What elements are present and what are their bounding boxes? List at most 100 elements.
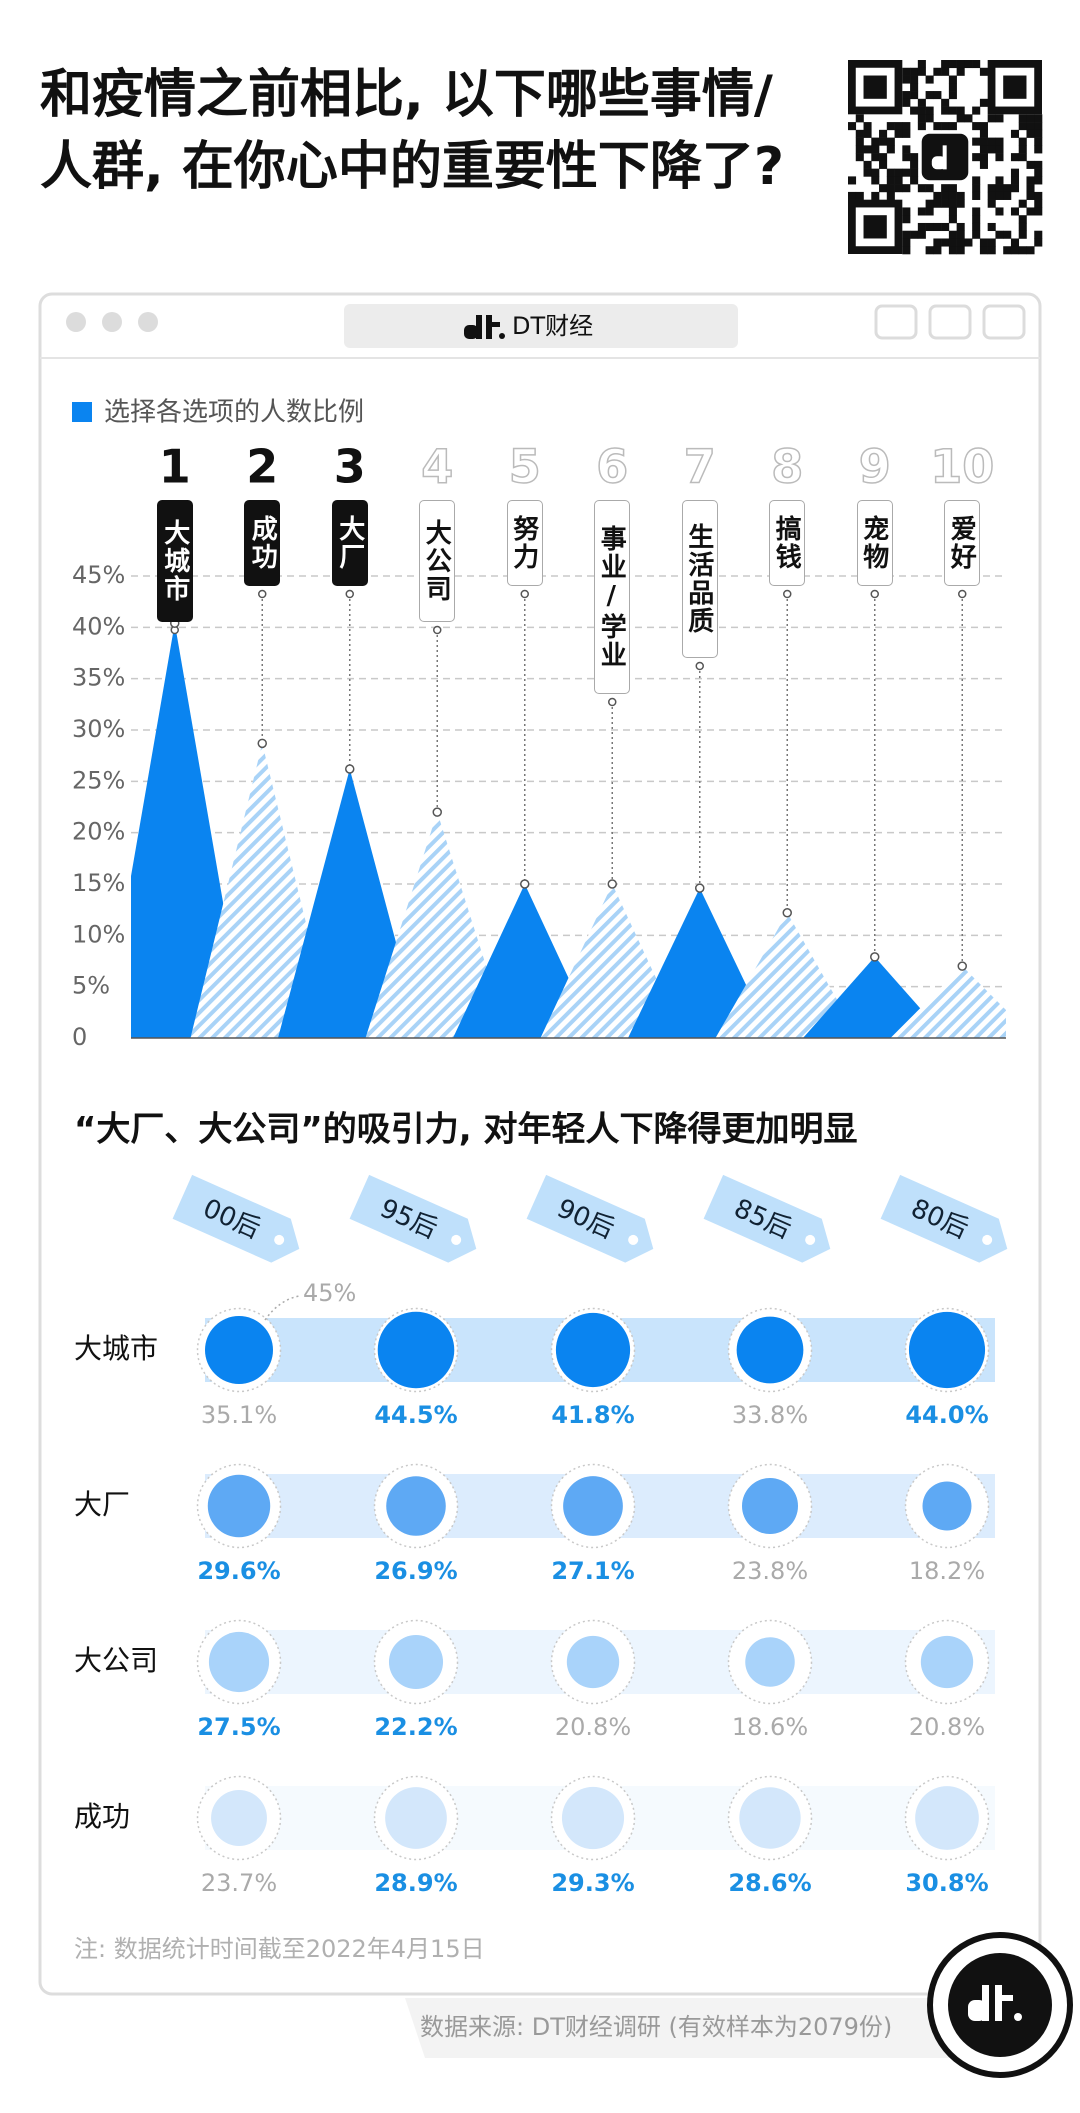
legend-label: 选择各选项的人数比例 <box>104 398 364 428</box>
qr-module <box>948 215 957 224</box>
qr-module <box>972 176 981 185</box>
window-button <box>66 312 86 332</box>
qr-module <box>917 67 926 76</box>
qr-module <box>1010 129 1020 138</box>
qr-module <box>879 160 888 169</box>
dot <box>204 1315 274 1385</box>
qr-module <box>1034 176 1043 185</box>
qr-module <box>987 246 996 255</box>
qr-finder <box>863 75 887 99</box>
qr-module <box>886 145 895 154</box>
rank-number: 6 <box>596 440 628 494</box>
qr-module <box>894 129 903 138</box>
qr-module <box>925 114 934 123</box>
note: 注: 数据统计时间截至2022年4月15日 <box>74 1935 485 1963</box>
qr-module <box>925 246 934 255</box>
qr-module <box>972 153 981 162</box>
series-label: 大城市 <box>74 1332 158 1365</box>
qr-center-logo-mark <box>942 145 947 170</box>
qr-module <box>1034 129 1043 138</box>
qr-module <box>863 168 872 177</box>
qr-module <box>1018 230 1027 239</box>
qr-module <box>894 168 903 177</box>
peak-dot <box>520 879 530 889</box>
qr-module <box>956 67 965 76</box>
rank-number: 4 <box>421 440 453 494</box>
qr-module <box>948 184 957 193</box>
qr-module <box>902 67 911 76</box>
qr-module <box>902 122 911 131</box>
qr-module <box>987 191 996 200</box>
qr-module <box>941 98 950 107</box>
y-tick-label: 40% <box>72 612 125 640</box>
qr-module <box>902 215 911 224</box>
value-label: 30.8% <box>905 1869 988 1897</box>
qr-module <box>987 238 996 247</box>
qr-module <box>1018 114 1027 123</box>
qr-module <box>902 230 911 239</box>
value-label: 35.1% <box>201 1401 277 1429</box>
qr-module <box>964 114 973 123</box>
qr-module <box>902 207 911 216</box>
qr-module <box>910 168 919 177</box>
dot <box>211 1790 267 1846</box>
qr-module <box>910 106 919 115</box>
qr-module <box>956 199 965 208</box>
chart-title: “大厂、大公司”的吸引力, 对年轻人下降得更加明显 <box>74 1110 857 1150</box>
qr-module <box>1026 184 1035 193</box>
dot <box>563 1476 623 1536</box>
qr-module <box>948 238 957 247</box>
qr-module <box>948 83 957 92</box>
qr-module <box>956 222 965 232</box>
dot <box>908 1311 986 1389</box>
window-title-pill <box>344 304 738 348</box>
qr-module <box>925 207 934 216</box>
peak-dot <box>782 907 792 918</box>
qr-module <box>933 238 942 247</box>
qr-module <box>948 191 957 200</box>
dot <box>377 1311 455 1389</box>
qr-module <box>871 168 880 177</box>
window-button <box>102 312 122 332</box>
qr-module <box>979 67 988 76</box>
qr-module <box>855 114 864 123</box>
y-tick-label: 10% <box>72 920 125 948</box>
tag-shape <box>172 1174 300 1263</box>
dot <box>736 1316 804 1384</box>
qr-module <box>925 75 934 84</box>
qr-module <box>956 246 965 255</box>
qr-module <box>956 238 965 247</box>
qr-module <box>848 191 857 200</box>
value-label: 27.5% <box>197 1713 280 1741</box>
qr-module <box>1034 191 1043 200</box>
qr-module <box>948 91 957 100</box>
leader-end <box>783 589 792 599</box>
qr-module <box>987 137 996 146</box>
leader-end <box>870 589 879 599</box>
qr-module <box>855 153 864 162</box>
qr-module <box>979 137 988 146</box>
qr-module <box>972 207 981 216</box>
qr-module <box>1026 160 1035 169</box>
qr-module <box>1034 207 1043 216</box>
qr-module <box>902 145 911 154</box>
qr-module <box>1018 145 1027 154</box>
leader-end <box>695 661 704 671</box>
qr-module <box>855 137 864 146</box>
qr-module <box>979 145 988 154</box>
badge-logo <box>927 1932 1073 2078</box>
leader-end <box>345 589 354 599</box>
qr-module <box>956 230 965 239</box>
tag-hole <box>274 1234 285 1245</box>
qr-module <box>886 137 895 146</box>
qr-module <box>1018 137 1027 146</box>
peak <box>365 812 509 1038</box>
qr-module <box>910 230 919 239</box>
qr-module <box>925 184 934 193</box>
qr-module <box>941 60 950 69</box>
value-label: 44.0% <box>905 1401 988 1429</box>
tag-shape <box>880 1174 1008 1263</box>
qr-module <box>910 75 919 84</box>
qr-module <box>1026 129 1035 138</box>
qr-module <box>979 238 988 247</box>
